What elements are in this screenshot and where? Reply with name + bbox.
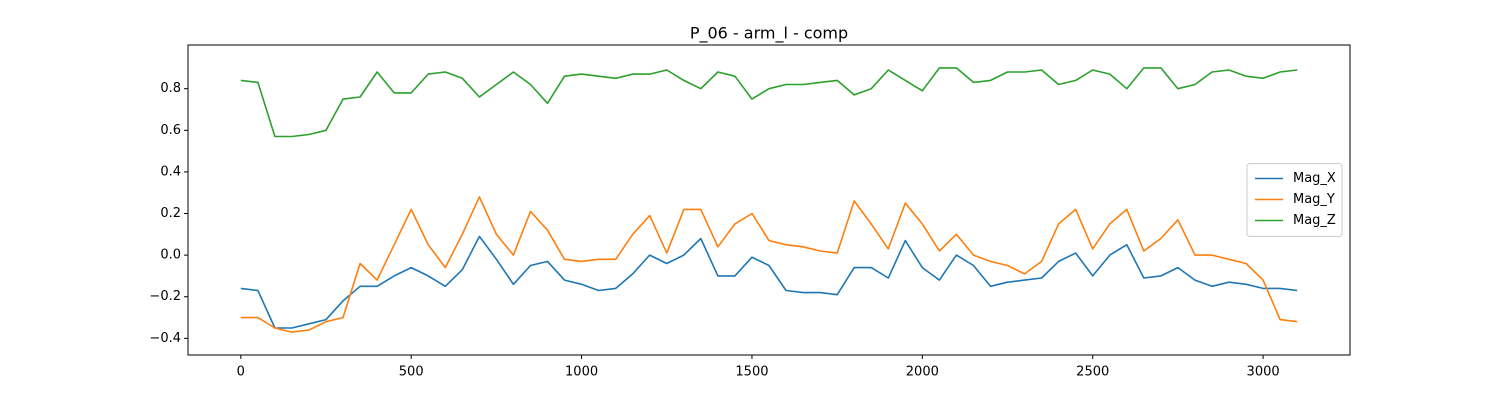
y-tick-label: 0.0 [160,248,181,263]
legend-label: Mag_Y [1293,192,1335,207]
series-line [240,196,1298,333]
x-tick-label: 1500 [735,365,768,380]
plot-frame [187,44,1351,356]
x-tick-label: 0 [237,365,245,380]
y-tick-label: −0.2 [149,289,181,304]
legend-box [1246,163,1343,237]
y-tick-label: 0.6 [160,123,181,138]
legend-label: Mag_X [1293,171,1336,186]
y-tick-label: −0.4 [149,331,181,346]
y-tick-label: 0.2 [160,206,181,221]
y-tick-label: 0.4 [160,164,181,179]
series-line [240,67,1298,138]
x-tick-label: 3000 [1247,365,1280,380]
y-tick-label: 0.8 [160,81,181,96]
x-tick-label: 2500 [1076,365,1109,380]
x-tick-label: 1000 [565,365,598,380]
x-tick-label: 500 [399,365,424,380]
chart-title: P_06 - arm_l - comp [690,24,848,44]
legend-label: Mag_Z [1293,213,1336,228]
series-line [240,235,1298,329]
x-tick-label: 2000 [906,365,939,380]
